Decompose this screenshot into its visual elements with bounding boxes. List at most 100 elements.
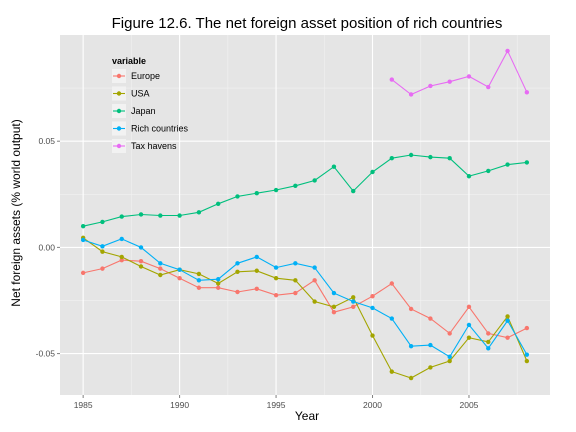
data-point-rich-countries xyxy=(215,277,221,282)
data-point-europe xyxy=(331,309,337,315)
data-point-japan xyxy=(466,174,472,179)
data-point-japan xyxy=(408,152,414,158)
data-point-usa xyxy=(447,358,452,364)
data-point-usa xyxy=(389,369,395,374)
data-point-rich-countries xyxy=(196,278,202,283)
data-point-japan xyxy=(389,155,395,161)
data-point-rich-countries xyxy=(119,236,124,242)
legend-key-point xyxy=(116,143,122,149)
series-europe xyxy=(80,257,530,340)
data-point-rich-countries xyxy=(235,261,240,266)
legend: variable Europe USA Japan Rich countries Tax… xyxy=(112,56,189,153)
x-axis: 1985 1990 1995 2000 2005 xyxy=(74,395,479,410)
series-rich-countries xyxy=(80,236,530,359)
legend-key-point xyxy=(116,91,122,96)
data-point-japan xyxy=(235,194,240,199)
data-point-rich-countries xyxy=(254,254,259,260)
data-point-rich-countries xyxy=(447,354,452,359)
data-point-japan xyxy=(428,154,433,160)
series-usa xyxy=(80,235,530,381)
legend-item-japan: Japan xyxy=(112,104,156,118)
legend-item-tax-havens: Tax havens xyxy=(112,139,177,153)
data-point-europe xyxy=(177,275,182,281)
data-point-europe xyxy=(273,292,279,298)
x-tick-label: 1995 xyxy=(267,400,286,410)
data-point-europe xyxy=(254,286,259,292)
data-point-rich-countries xyxy=(486,346,491,351)
data-point-rich-countries xyxy=(80,237,86,243)
data-point-rich-countries xyxy=(370,305,375,311)
series-line-japan xyxy=(82,154,527,227)
data-point-europe xyxy=(447,331,452,336)
data-point-japan xyxy=(273,187,279,193)
data-point-japan xyxy=(312,178,317,183)
data-point-rich-countries xyxy=(389,316,395,321)
x-tick-label: 2005 xyxy=(460,400,479,410)
legend-item-europe: Europe xyxy=(112,69,160,83)
data-point-europe xyxy=(119,257,124,263)
data-point-usa xyxy=(254,268,259,273)
data-point-rich-countries xyxy=(505,318,510,323)
data-point-rich-countries xyxy=(293,261,298,266)
data-point-usa xyxy=(215,281,221,286)
data-point-japan xyxy=(100,219,105,225)
series-tax-havens xyxy=(389,48,530,97)
legend-label: Japan xyxy=(131,106,156,116)
y-axis-title: Net foreign assets (% world output) xyxy=(9,119,23,306)
data-point-tax-havens xyxy=(505,48,510,54)
data-point-japan xyxy=(158,213,163,218)
data-point-tax-havens xyxy=(447,79,452,84)
data-point-rich-countries xyxy=(351,299,356,304)
data-point-europe xyxy=(351,304,356,310)
data-point-rich-countries xyxy=(466,322,472,328)
data-point-europe xyxy=(158,266,163,271)
data-point-rich-countries xyxy=(138,245,144,250)
data-point-usa xyxy=(100,249,105,254)
legend-item-rich-countries: Rich countries xyxy=(112,121,189,136)
data-point-europe xyxy=(215,285,221,290)
data-point-usa xyxy=(466,335,472,340)
data-point-rich-countries xyxy=(524,352,530,357)
chart-title: Figure 12.6. The net foreign asset posit… xyxy=(112,15,503,32)
y-tick-label: -0.05 xyxy=(36,349,56,359)
legend-label: Europe xyxy=(131,71,160,81)
data-point-japan xyxy=(331,164,337,169)
data-point-tax-havens xyxy=(466,74,472,79)
data-point-tax-havens xyxy=(428,83,433,89)
data-point-europe xyxy=(370,294,375,299)
data-point-europe xyxy=(389,281,395,286)
legend-label: USA xyxy=(131,89,150,99)
data-point-japan xyxy=(370,169,375,175)
data-point-europe xyxy=(100,266,105,271)
series-line-europe xyxy=(82,259,528,339)
data-point-japan xyxy=(524,160,530,165)
data-point-japan xyxy=(293,183,298,188)
data-point-tax-havens xyxy=(408,92,414,97)
x-axis-title: Year xyxy=(295,409,319,423)
legend-label: Tax havens xyxy=(131,141,177,151)
data-point-europe xyxy=(505,335,510,340)
data-point-usa xyxy=(138,264,144,269)
data-point-usa xyxy=(370,333,375,338)
data-point-usa xyxy=(158,272,163,278)
data-point-usa xyxy=(486,339,491,345)
data-point-europe xyxy=(235,289,240,295)
x-tick-label: 1985 xyxy=(74,400,93,410)
data-point-rich-countries xyxy=(177,267,182,272)
data-point-tax-havens xyxy=(486,84,491,90)
data-point-japan xyxy=(119,214,124,219)
data-point-tax-havens xyxy=(524,90,530,95)
data-point-usa xyxy=(408,375,414,381)
data-point-usa xyxy=(293,278,298,283)
data-point-japan xyxy=(351,188,356,194)
y-axis: -0.05 0.00 0.05 xyxy=(36,136,60,359)
legend-key-point xyxy=(116,126,122,131)
data-point-japan xyxy=(138,212,144,217)
data-point-europe xyxy=(293,290,298,296)
data-point-usa xyxy=(196,271,202,277)
data-point-japan xyxy=(177,213,182,218)
data-point-europe xyxy=(466,304,472,310)
data-point-usa xyxy=(273,275,279,281)
y-tick-label: 0.00 xyxy=(38,242,55,252)
